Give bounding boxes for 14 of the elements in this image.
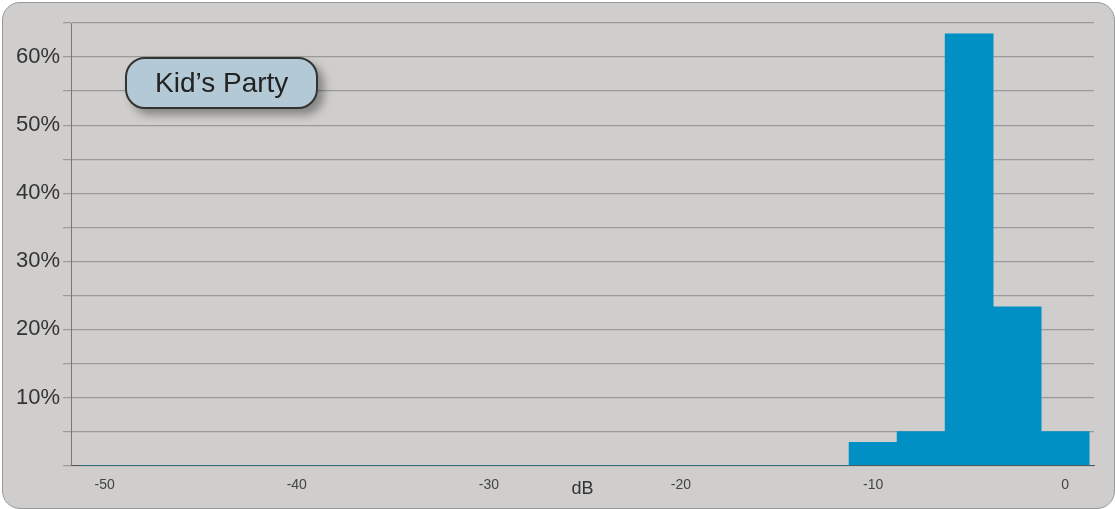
y-tick-label: 50%	[15, 111, 61, 137]
y-tick-label: 30%	[15, 247, 61, 273]
y-tick-label: 20%	[15, 315, 61, 341]
x-tick-label: 0	[1061, 475, 1070, 492]
x-tick-label: -10	[862, 475, 884, 492]
x-tick-label: -40	[286, 475, 308, 492]
x-axis-title: dB	[571, 478, 594, 499]
y-tick-label: 60%	[15, 43, 61, 69]
y-tick-label: 10%	[15, 383, 61, 409]
y-tick-label: 40%	[15, 179, 61, 205]
x-tick-label: -50	[94, 475, 115, 492]
x-tick-label: -20	[670, 475, 692, 492]
text: Kid’s Party	[125, 57, 319, 109]
x-tick-label: -30	[478, 475, 500, 492]
